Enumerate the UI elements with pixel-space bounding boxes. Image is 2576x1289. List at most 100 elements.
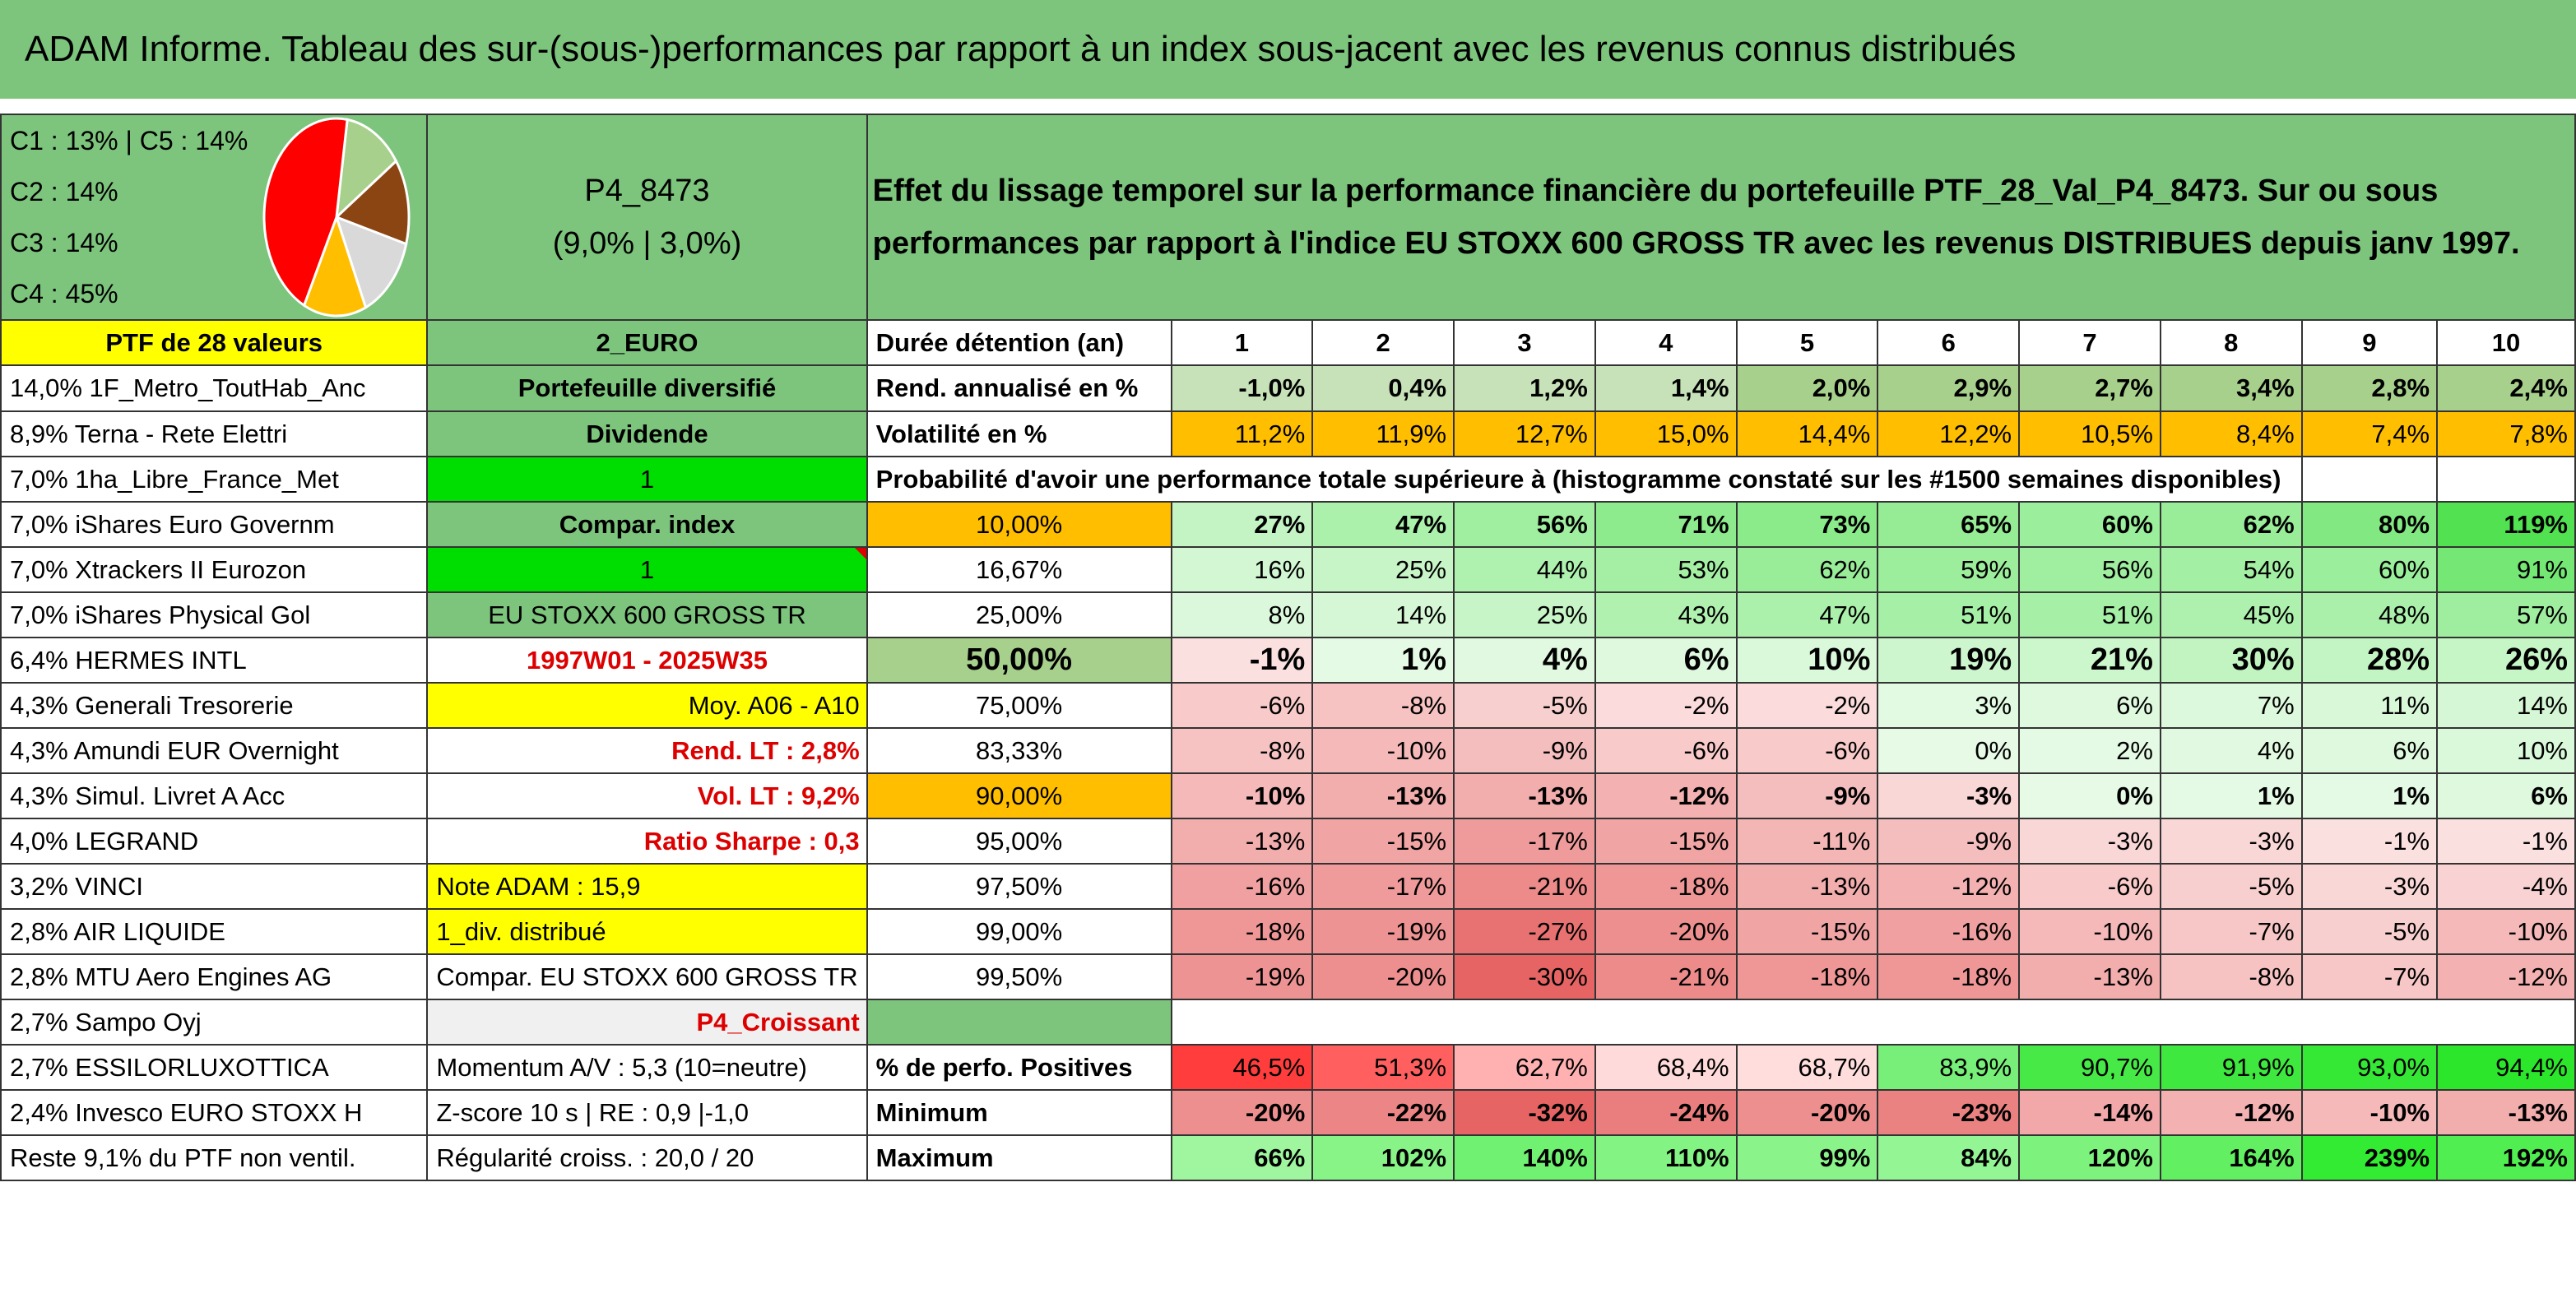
probability-cell: 0% bbox=[1877, 727, 2021, 774]
holding-name: Reste 9,1% du PTF non ventil. bbox=[0, 1134, 429, 1181]
volatility-cell: 10,5% bbox=[2018, 410, 2161, 457]
probability-cell: 6% bbox=[2300, 727, 2439, 774]
probability-cell: -18% bbox=[1735, 953, 1879, 1000]
minimum-cell: -12% bbox=[2159, 1089, 2303, 1136]
probability-cell: -6% bbox=[1594, 727, 1738, 774]
pie-slice-c3 bbox=[302, 213, 368, 318]
empty-cell bbox=[2436, 456, 2576, 503]
probability-cell: -30% bbox=[1453, 953, 1596, 1000]
probability-cell: -10% bbox=[2436, 908, 2576, 955]
positive-cell: 68,4% bbox=[1594, 1044, 1738, 1091]
probability-cell: 1% bbox=[2300, 772, 2439, 819]
probability-cell: 4% bbox=[2159, 727, 2303, 774]
probability-cell: -13% bbox=[1453, 772, 1596, 819]
holding-name: 6,4% HERMES INTL bbox=[0, 637, 429, 684]
probability-cell: -12% bbox=[1877, 863, 2021, 910]
probability-cell: -18% bbox=[1170, 908, 1314, 955]
year-header: 9 bbox=[2300, 319, 2439, 366]
probability-cell: 14% bbox=[2436, 682, 2576, 729]
positive-cell: 46,5% bbox=[1170, 1044, 1314, 1091]
probability-cell: 27% bbox=[1170, 501, 1314, 548]
probability-cell: 25% bbox=[1453, 591, 1596, 638]
positive-cell: 83,9% bbox=[1877, 1044, 2021, 1091]
parameter: 1_div. distribué bbox=[426, 908, 868, 955]
holding-name: 8,9% Terna - Rete Elettri bbox=[0, 410, 429, 457]
parameter: Régularité croiss. : 20,0 / 20 bbox=[426, 1134, 868, 1181]
probability-cell: -9% bbox=[1453, 727, 1596, 774]
probability-cell: -3% bbox=[2018, 818, 2161, 865]
probability-cell: -15% bbox=[1735, 908, 1879, 955]
probability-cell: -19% bbox=[1311, 908, 1455, 955]
volatility-label: Volatilité en % bbox=[866, 410, 1172, 457]
probability-cell: 0% bbox=[2018, 772, 2161, 819]
probability-level: 99,00% bbox=[866, 908, 1172, 955]
report-title: ADAM Informe. Tableau des sur-(sous-)per… bbox=[0, 0, 2576, 99]
holding-name: 4,0% LEGRAND bbox=[0, 818, 429, 865]
probability-cell: 62% bbox=[2159, 501, 2303, 548]
probability-cell: -11% bbox=[1735, 818, 1879, 865]
probability-cell: -6% bbox=[2018, 863, 2161, 910]
probability-cell: 1% bbox=[2159, 772, 2303, 819]
parameter: Note ADAM : 15,9 bbox=[426, 863, 868, 910]
return-cell: 2,7% bbox=[2018, 364, 2161, 412]
holding-name: 4,3% Simul. Livret A Acc bbox=[0, 772, 429, 819]
probability-level: 10,00% bbox=[866, 501, 1172, 548]
probability-cell: 8% bbox=[1170, 591, 1314, 638]
probability-cell: -19% bbox=[1170, 953, 1314, 1000]
probability-cell: 6% bbox=[1594, 637, 1738, 684]
volatility-cell: 12,2% bbox=[1877, 410, 2021, 457]
parameter: Rend. LT : 2,8% bbox=[426, 727, 868, 774]
return-cell: 1,4% bbox=[1594, 364, 1738, 412]
volatility-cell: 11,2% bbox=[1170, 410, 1314, 457]
probability-cell: 3% bbox=[1877, 682, 2021, 729]
probability-cell: -2% bbox=[1735, 682, 1879, 729]
year-header: 10 bbox=[2436, 319, 2576, 366]
probability-title: Probabilité d'avoir une performance tota… bbox=[866, 456, 2303, 503]
probability-level: 90,00% bbox=[866, 772, 1172, 819]
probability-cell: 47% bbox=[1735, 591, 1879, 638]
minimum-label: Minimum bbox=[866, 1089, 1172, 1136]
probability-cell: 43% bbox=[1594, 591, 1738, 638]
portfolio-params: (9,0% | 3,0%) bbox=[552, 226, 742, 261]
probability-cell: 56% bbox=[2018, 546, 2161, 593]
probability-cell: -8% bbox=[1170, 727, 1314, 774]
probability-cell: 47% bbox=[1311, 501, 1455, 548]
positive-cell: 68,7% bbox=[1735, 1044, 1879, 1091]
portfolio-code: P4_8473 bbox=[584, 174, 710, 208]
holding-name: 2,8% AIR LIQUIDE bbox=[0, 908, 429, 955]
probability-cell: 26% bbox=[2436, 637, 2576, 684]
return-cell: 3,4% bbox=[2159, 364, 2303, 412]
probability-cell: 60% bbox=[2300, 546, 2439, 593]
positives-label: % de perfo. Positives bbox=[866, 1044, 1172, 1091]
probability-cell: -5% bbox=[1453, 682, 1596, 729]
year-header: 5 bbox=[1735, 319, 1879, 366]
maximum-cell: 102% bbox=[1311, 1134, 1455, 1181]
maximum-cell: 239% bbox=[2300, 1134, 2439, 1181]
parameter: EU STOXX 600 GROSS TR bbox=[426, 591, 868, 638]
parameter: Compar. index bbox=[426, 501, 868, 548]
probability-cell: -9% bbox=[1735, 772, 1879, 819]
probability-level: 16,67% bbox=[866, 546, 1172, 593]
pie-slice-c4 bbox=[262, 117, 349, 308]
parameter: 1 bbox=[426, 546, 868, 593]
pie-slice-c2 bbox=[334, 215, 408, 310]
parameter: P4_Croissant bbox=[426, 999, 868, 1046]
probability-cell: 16% bbox=[1170, 546, 1314, 593]
volatility-cell: 8,4% bbox=[2159, 410, 2303, 457]
parameter: 2_EURO bbox=[426, 319, 868, 366]
probability-cell: -21% bbox=[1594, 953, 1738, 1000]
holding-name: 7,0% Xtrackers II Eurozon bbox=[0, 546, 429, 593]
probability-level: 83,33% bbox=[866, 727, 1172, 774]
probability-cell: 56% bbox=[1453, 501, 1596, 548]
volatility-cell: 15,0% bbox=[1594, 410, 1738, 457]
probability-level: 25,00% bbox=[866, 591, 1172, 638]
year-header: 7 bbox=[2018, 319, 2161, 366]
volatility-cell: 7,8% bbox=[2436, 410, 2576, 457]
positive-cell: 93,0% bbox=[2300, 1044, 2439, 1091]
probability-cell: 53% bbox=[1594, 546, 1738, 593]
probability-cell: 73% bbox=[1735, 501, 1879, 548]
parameter: 1 bbox=[426, 456, 868, 503]
holding-name: PTF de 28 valeurs bbox=[0, 319, 429, 366]
probability-cell: -8% bbox=[2159, 953, 2303, 1000]
report-sheet: C1 : 13% | C5 : 14% C2 : 14% C3 : 14% C4… bbox=[0, 114, 2576, 1181]
